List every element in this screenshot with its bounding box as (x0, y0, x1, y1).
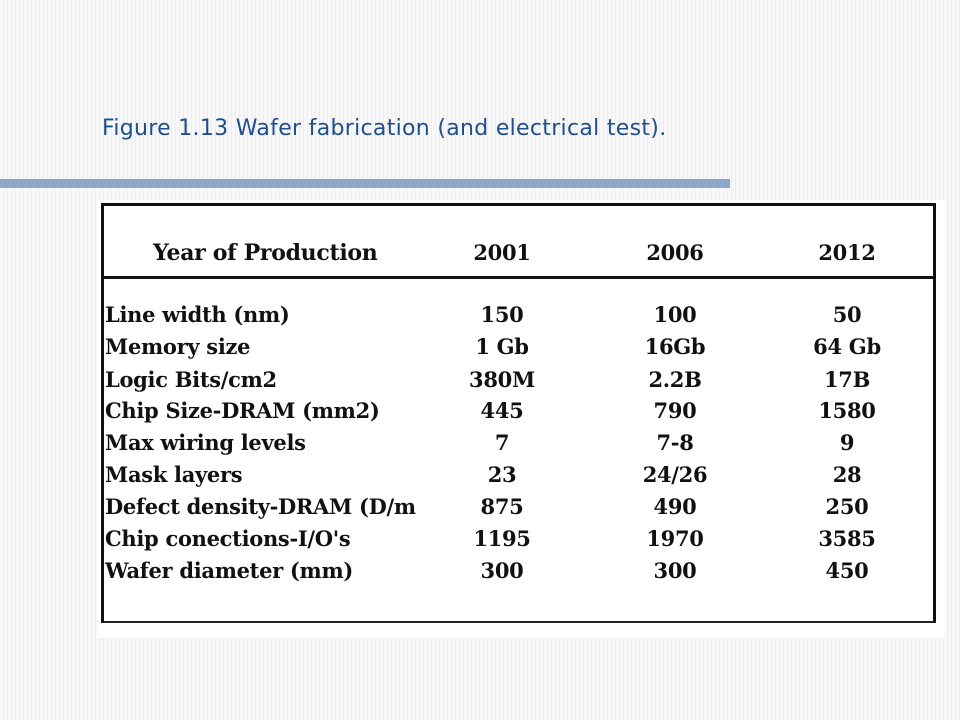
title-underline-bar (0, 179, 730, 188)
row-label: Logic Bits/cm2 (105, 367, 277, 392)
table-cell: 64 Gb (813, 334, 881, 359)
table-frame (101, 203, 936, 623)
table-cell: 16Gb (644, 334, 706, 359)
table-cell: 28 (832, 462, 862, 487)
header-2006: 2006 (646, 240, 704, 265)
header-2001: 2001 (473, 240, 531, 265)
table-cell: 23 (487, 462, 517, 487)
table-cell: 1195 (473, 526, 531, 551)
table-cell: 7-8 (656, 430, 694, 455)
table-cell: 380M (469, 367, 535, 392)
table-cell: 300 (653, 558, 697, 583)
table-cell: 7 (494, 430, 510, 455)
row-label: Defect density-DRAM (D/m (105, 494, 416, 519)
row-label: Chip Size-DRAM (mm2) (105, 398, 380, 423)
table-cell: 24/26 (642, 462, 708, 487)
row-label: Max wiring levels (105, 430, 306, 455)
table-cell: 150 (480, 302, 524, 327)
table-cell: 17B (823, 367, 871, 392)
row-label: Chip conections-I/O's (105, 526, 351, 551)
table-cell: 50 (832, 302, 862, 327)
table-cell: 790 (653, 398, 697, 423)
header-2012: 2012 (818, 240, 876, 265)
row-label: Line width (nm) (105, 302, 290, 327)
row-label: Memory size (105, 334, 251, 359)
table-cell: 1 Gb (475, 334, 529, 359)
row-label: Wafer diameter (mm) (105, 558, 354, 583)
table-cell: 1970 (646, 526, 704, 551)
table-cell: 100 (653, 302, 697, 327)
header-year-of-production: Year of Production (153, 240, 378, 266)
scanned-table-image: Year of Production 2001 2006 2012 Line w… (97, 200, 945, 638)
table-cell: 450 (825, 558, 869, 583)
table-cell: 3585 (818, 526, 876, 551)
table-cell: 1580 (818, 398, 876, 423)
table-cell: 2.2B (648, 367, 702, 392)
table-cell: 250 (825, 494, 869, 519)
table-cell: 9 (839, 430, 855, 455)
table-cell: 875 (480, 494, 524, 519)
table-cell: 490 (653, 494, 697, 519)
slide-title: Figure 1.13 Wafer fabrication (and elect… (102, 116, 667, 141)
header-divider (101, 276, 936, 279)
table-cell: 445 (480, 398, 524, 423)
table-cell: 300 (480, 558, 524, 583)
row-label: Mask layers (105, 462, 243, 487)
